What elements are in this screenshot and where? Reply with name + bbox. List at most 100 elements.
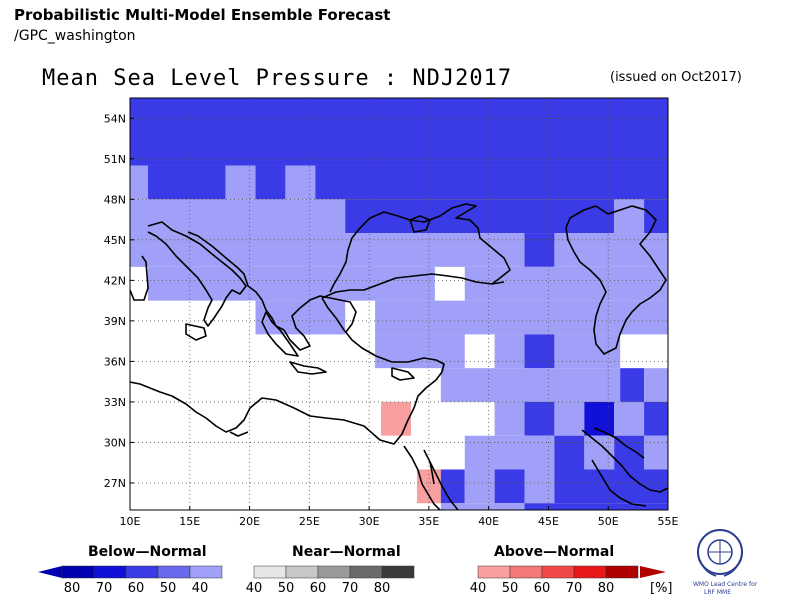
lon-tick-label: 40E [478, 515, 499, 528]
probability-cell [315, 165, 668, 200]
probability-cell [345, 199, 615, 234]
map-title: Mean Sea Level Pressure : NDJ2017 [42, 66, 513, 91]
legend-below-title: Below—Normal [88, 544, 207, 560]
lon-tick-label: 35E [418, 515, 439, 528]
lat-tick-label: 36N [104, 355, 126, 368]
legend: Below—Normal 80 70 60 50 40 Near—Normal 40 50… [38, 544, 673, 596]
legend-above-swatch [605, 565, 639, 579]
legend-below-label: 60 [128, 581, 145, 596]
probability-cell [285, 165, 316, 200]
probability-cell [255, 165, 286, 200]
lon-tick-label: 55E [658, 515, 679, 528]
logo-line1: WMO Lead Centre for [693, 581, 758, 588]
legend-above-swatch [477, 565, 511, 579]
probability-cell [554, 469, 668, 504]
lon-tick-label: 30E [359, 515, 380, 528]
probability-cell [464, 435, 555, 470]
legend-below-label: 40 [192, 581, 209, 596]
legend-above-label: 80 [598, 581, 615, 596]
probability-cell [130, 98, 668, 166]
probability-cell [440, 368, 621, 402]
longitude-labels: 10E 15E 20E 25E 30E 35E 40E 45E 50E 55E [120, 506, 679, 528]
probability-cell [440, 469, 465, 504]
issued-date: (issued on Oct2017) [610, 70, 742, 85]
legend-near-label: 50 [278, 581, 295, 596]
probability-cell [464, 469, 495, 504]
legend-above-title: Above—Normal [494, 544, 614, 560]
probability-cell [375, 300, 668, 335]
probability-cell [494, 334, 525, 369]
probability-cells [130, 98, 668, 510]
legend-below-swatch [189, 565, 223, 579]
probability-cell [494, 469, 525, 504]
legend-near-swatch [317, 565, 351, 579]
legend-above-label: 40 [470, 581, 487, 596]
header-subtitle: /GPC_washington [14, 28, 136, 44]
probability-cell [524, 503, 668, 510]
probability-cell [255, 300, 346, 335]
legend-above-swatch [509, 565, 543, 579]
map-frame [129, 97, 669, 511]
graticule [130, 98, 668, 510]
lat-tick-label: 54N [104, 112, 126, 125]
probability-cell [644, 368, 668, 402]
legend-above-label: 50 [502, 581, 519, 596]
lat-tick-label: 33N [104, 396, 126, 409]
probability-cell [225, 165, 256, 200]
wmo-logo: WMO Lead Centre for LRF MME [693, 529, 758, 596]
legend-below-swatch [125, 565, 159, 579]
lat-tick-label: 48N [104, 193, 126, 206]
legend-near-label: 80 [374, 581, 391, 596]
logo-line2: LRF MME [704, 589, 731, 596]
probability-cell [147, 165, 226, 200]
latitude-labels: 54N 51N 48N 45N 42N 39N 36N 33N 30N 27N [104, 112, 134, 490]
probability-cell [130, 233, 525, 267]
probability-cell [524, 469, 555, 504]
probability-cell [614, 199, 645, 234]
probability-cell [440, 503, 525, 510]
lat-tick-label: 27N [104, 477, 126, 490]
legend-near-label: 70 [342, 581, 359, 596]
probability-cell [381, 401, 411, 436]
probability-cell [614, 401, 645, 436]
legend-above-arrow [640, 566, 666, 578]
lon-tick-label: 50E [598, 515, 619, 528]
probability-cell [524, 401, 555, 436]
legend-above-label: 70 [566, 581, 583, 596]
legend-below-arrow [38, 566, 62, 578]
legend-above-swatch [573, 565, 607, 579]
legend-near-swatch [349, 565, 383, 579]
probability-cell [494, 401, 525, 436]
legend-above-label: 60 [534, 581, 551, 596]
legend-below-label: 70 [96, 581, 113, 596]
lat-tick-label: 51N [104, 153, 126, 166]
legend-below-swatch [61, 565, 95, 579]
lat-tick-label: 45N [104, 234, 126, 247]
legend-above-swatch [541, 565, 575, 579]
legend-below-swatch [157, 565, 191, 579]
probability-cell [524, 334, 555, 369]
lon-tick-label: 25E [299, 515, 320, 528]
legend-near-swatch [285, 565, 319, 579]
legend-unit: [%] [650, 581, 673, 596]
probability-cell [644, 199, 668, 234]
coastlines [130, 203, 668, 510]
probability-cell [644, 401, 668, 436]
probability-cell [554, 233, 668, 267]
probability-cell [130, 199, 346, 234]
legend-near-swatch [253, 565, 287, 579]
lat-tick-label: 30N [104, 436, 126, 449]
probability-cell [147, 266, 435, 301]
probability-cell [375, 334, 465, 369]
probability-cell [524, 233, 555, 267]
probability-cell [554, 435, 585, 470]
legend-near-label: 60 [310, 581, 327, 596]
lon-tick-label: 45E [538, 515, 559, 528]
header-title: Probabilistic Multi-Model Ensemble Forec… [14, 6, 391, 24]
probability-cell [464, 266, 668, 301]
legend-below-label: 50 [160, 581, 177, 596]
lon-tick-label: 15E [179, 515, 200, 528]
probability-cell [554, 401, 585, 436]
legend-near-label: 40 [246, 581, 263, 596]
